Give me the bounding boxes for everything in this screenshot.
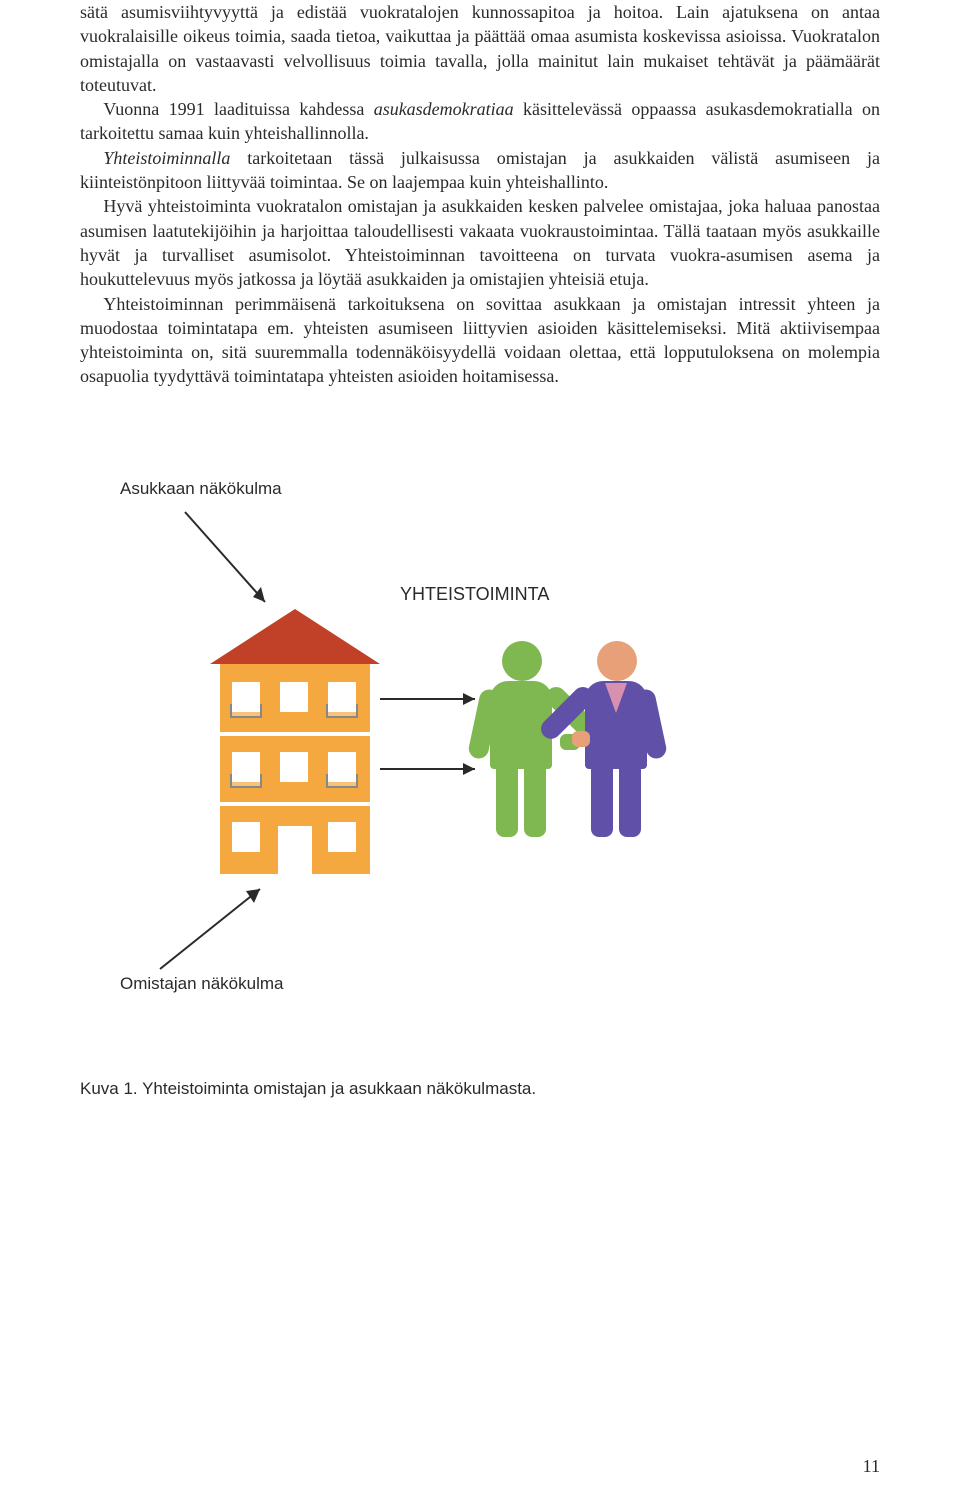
figure-caption: Kuva 1. Yhteistoiminta omistajan ja asuk… [80, 1079, 880, 1099]
window [280, 682, 308, 712]
leg [591, 767, 613, 837]
balcony [230, 774, 262, 788]
label-bottom: Omistajan näkökulma [120, 974, 283, 994]
tie [605, 683, 627, 713]
p2-part-a: Vuonna 1991 laadituissa kahdessa [103, 99, 373, 119]
head [597, 641, 637, 681]
floor-line [220, 802, 370, 806]
floor-line [220, 732, 370, 736]
p2-italic: asukasdemokratiaa [374, 99, 514, 119]
window [280, 752, 308, 782]
balcony [230, 704, 262, 718]
building-body [220, 664, 370, 874]
leg [619, 767, 641, 837]
balcony [326, 704, 358, 718]
paragraph-5: Yhteistoiminnan perimmäisenä tarkoitukse… [80, 292, 880, 389]
paragraph-4: Hyvä yhteistoiminta vuokratalon omistaja… [80, 194, 880, 291]
arrow-middle-1 [380, 689, 490, 709]
arrow-top [175, 507, 285, 617]
roof [210, 609, 380, 664]
hand [572, 731, 590, 747]
diagram: Asukkaan näkökulma YHTEISTOIMINTA [80, 479, 880, 1039]
arrow-middle-2 [380, 759, 490, 779]
arrow-bottom [140, 879, 280, 979]
leg [496, 767, 518, 837]
balcony [326, 774, 358, 788]
page-number: 11 [863, 1456, 880, 1477]
body-text: sätä asumisviihtyvyyttä ja edistää vuokr… [80, 0, 880, 389]
window [328, 822, 356, 852]
head [502, 641, 542, 681]
paragraph-2: Vuonna 1991 laadituissa kahdessa asukasd… [80, 97, 880, 146]
p3-italic: Yhteistoiminnalla [103, 148, 230, 168]
leg [524, 767, 546, 837]
label-top: Asukkaan näkökulma [120, 479, 282, 499]
window [232, 822, 260, 852]
building-icon [220, 609, 370, 874]
door [278, 826, 312, 874]
label-title: YHTEISTOIMINTA [400, 584, 549, 605]
paragraph-1: sätä asumisviihtyvyyttä ja edistää vuokr… [80, 0, 880, 97]
paragraph-3: Yhteistoiminnalla tarkoitetaan tässä jul… [80, 146, 880, 195]
